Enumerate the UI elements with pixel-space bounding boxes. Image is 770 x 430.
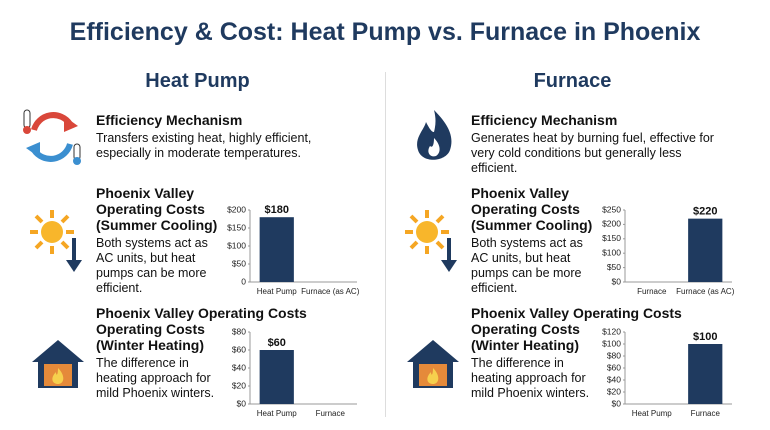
- y-tick-label: $0: [612, 398, 622, 408]
- y-tick-label: $150: [602, 233, 621, 243]
- y-tick-label: $0: [612, 276, 622, 286]
- x-tick-label: Furnace: [691, 409, 721, 418]
- value-label: $180: [265, 204, 289, 216]
- x-tick-label: Furnace (as AC): [676, 287, 735, 296]
- bar: [688, 344, 723, 404]
- bar: [259, 350, 294, 404]
- bar: [688, 218, 723, 282]
- section-text: Both systems act as AC units, but heat p…: [471, 236, 583, 295]
- page-title: Efficiency & Cost: Heat Pump vs. Furnace…: [69, 18, 701, 46]
- section-title: Operating Costs: [96, 201, 205, 217]
- y-tick-label: $0: [237, 398, 247, 408]
- section-title: Operating Costs: [96, 321, 205, 337]
- section-text: The difference in heating approach for m…: [96, 356, 215, 400]
- section-text: The difference in heating approach for m…: [471, 356, 590, 400]
- section-title: Phoenix Valley: [471, 185, 570, 201]
- x-tick-label: Furnace: [316, 409, 346, 418]
- section-title: Efficiency Mechanism: [96, 112, 243, 128]
- y-tick-label: $100: [227, 240, 246, 250]
- y-tick-label: $150: [227, 222, 246, 232]
- section-title: Phoenix Valley Operating Costs: [96, 305, 307, 321]
- y-tick-label: $40: [232, 362, 246, 372]
- y-tick-label: $200: [602, 219, 621, 229]
- bar-chart: $0 $20 $40 $60 $80 $100 $120 Heat Pump Furnace $1…: [602, 326, 732, 418]
- column-heading: Heat Pump: [145, 70, 250, 92]
- sun-icon: [405, 210, 457, 272]
- section-title: Phoenix Valley: [96, 185, 195, 201]
- y-tick-label: $100: [602, 338, 621, 348]
- value-label: $220: [693, 206, 717, 218]
- section-title: (Winter Heating): [96, 337, 204, 353]
- bar-chart: $0 $20 $40 $60 $80 Heat Pump $60 Furnace: [232, 326, 357, 418]
- y-tick-label: $100: [602, 247, 621, 257]
- x-tick-label: Furnace (as AC): [301, 287, 360, 296]
- section-title: Phoenix Valley Operating Costs: [471, 305, 682, 321]
- section-text: Both systems act as AC units, but heat p…: [96, 236, 208, 295]
- value-label: $60: [268, 337, 286, 349]
- section-title: (Summer Cooling): [471, 217, 593, 233]
- house-icon: [407, 340, 459, 388]
- sun-icon: [30, 210, 82, 272]
- divider: [385, 72, 386, 417]
- y-tick-label: $250: [602, 204, 621, 214]
- house-icon: [32, 340, 84, 388]
- value-label: $100: [693, 331, 717, 343]
- x-tick-label: Heat Pump: [632, 409, 673, 418]
- y-tick-label: $200: [227, 204, 246, 214]
- section-text: Generates heat by burning fuel, effectiv…: [471, 131, 714, 175]
- y-tick-label: $60: [232, 344, 246, 354]
- y-tick-label: $80: [232, 326, 246, 336]
- y-tick-label: $40: [607, 374, 621, 384]
- section-title: Operating Costs: [471, 321, 580, 337]
- section-title: (Winter Heating): [471, 337, 579, 353]
- heat-pump-icon: [23, 109, 81, 165]
- bar-chart: 0 $50 $100 $150 $200 Heat Pump $180 Furnace (as…: [227, 204, 360, 296]
- y-tick-label: $20: [232, 380, 246, 390]
- x-tick-label: Heat Pump: [257, 409, 298, 418]
- y-tick-label: $50: [607, 262, 621, 272]
- y-tick-label: $20: [607, 386, 621, 396]
- y-tick-label: $120: [602, 326, 621, 336]
- y-tick-label: $60: [607, 362, 621, 372]
- section-title: Efficiency Mechanism: [471, 112, 618, 128]
- section-title: (Summer Cooling): [96, 217, 218, 233]
- bar-chart: $0 $50 $100 $150 $200 $250 Furnace Furnace (as …: [602, 204, 735, 296]
- flame-icon: [417, 110, 452, 160]
- y-tick-label: $80: [607, 350, 621, 360]
- x-tick-label: Heat Pump: [257, 287, 298, 296]
- column-heading: Furnace: [533, 70, 612, 92]
- y-tick-label: $50: [232, 258, 246, 268]
- section-title: Operating Costs: [471, 201, 580, 217]
- x-tick-label: Furnace: [637, 287, 667, 296]
- bar: [259, 217, 294, 282]
- y-tick-label: 0: [241, 276, 246, 286]
- section-text: Transfers existing heat, highly efficien…: [96, 131, 312, 160]
